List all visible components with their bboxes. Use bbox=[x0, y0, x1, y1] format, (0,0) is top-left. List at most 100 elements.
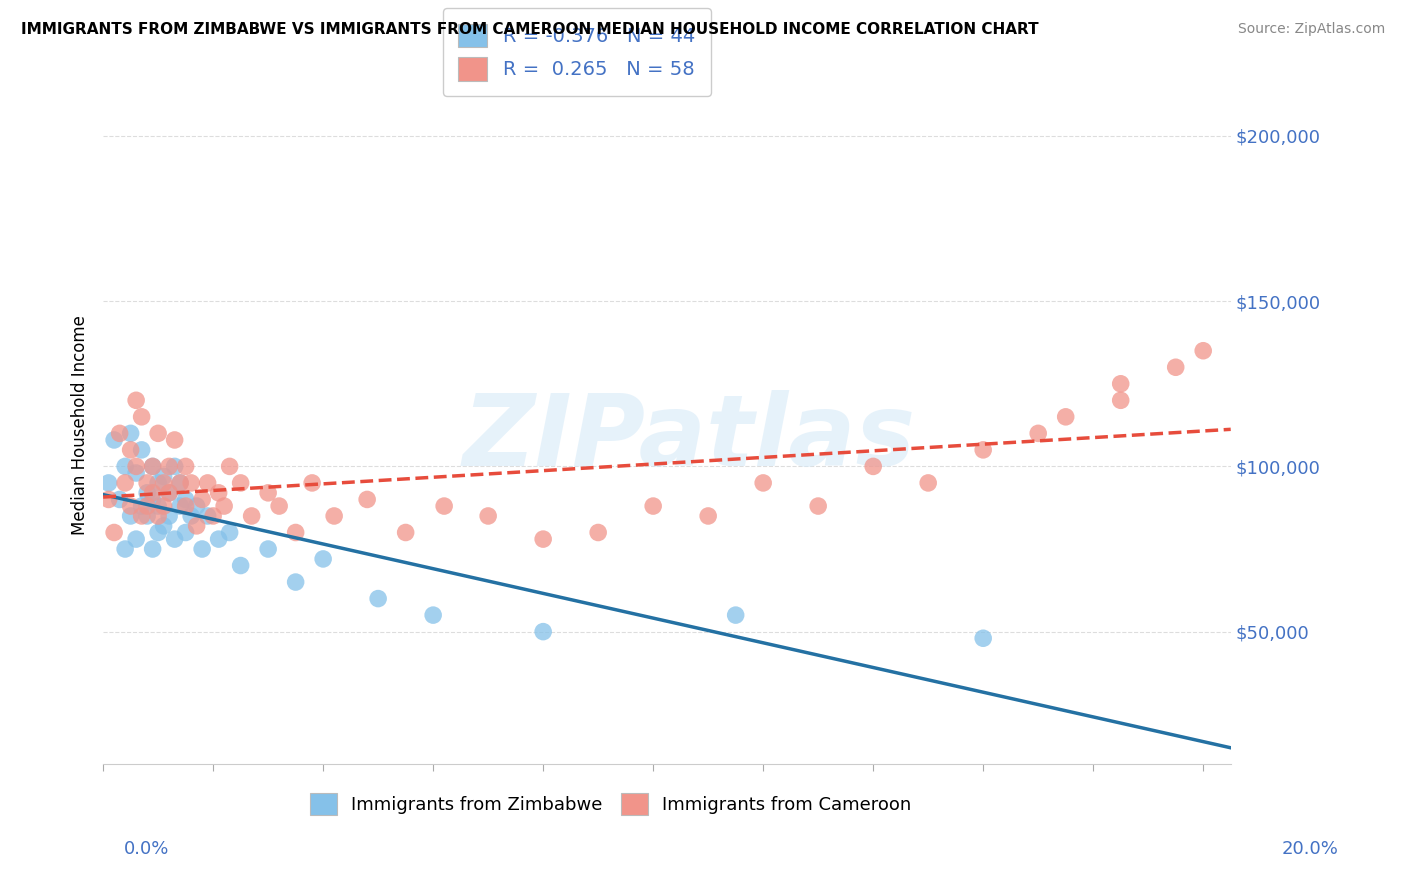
Point bbox=[125, 393, 148, 408]
Point bbox=[125, 466, 148, 480]
Point bbox=[103, 433, 125, 447]
Point bbox=[152, 499, 174, 513]
Point bbox=[356, 492, 378, 507]
Point bbox=[212, 499, 235, 513]
Point bbox=[146, 475, 169, 490]
Point bbox=[108, 492, 131, 507]
Point bbox=[169, 499, 191, 513]
Point bbox=[174, 499, 197, 513]
Point bbox=[114, 541, 136, 556]
Point bbox=[157, 486, 180, 500]
Point bbox=[197, 508, 219, 523]
Point bbox=[157, 486, 180, 500]
Point bbox=[218, 459, 240, 474]
Point bbox=[643, 499, 665, 513]
Point bbox=[1109, 393, 1132, 408]
Point bbox=[422, 608, 444, 623]
Point bbox=[146, 525, 169, 540]
Point bbox=[142, 459, 165, 474]
Point bbox=[323, 508, 346, 523]
Point bbox=[1164, 360, 1187, 375]
Point bbox=[752, 475, 775, 490]
Point bbox=[208, 532, 231, 546]
Point bbox=[146, 426, 169, 441]
Point bbox=[136, 475, 159, 490]
Point bbox=[257, 541, 280, 556]
Point bbox=[208, 486, 231, 500]
Point bbox=[125, 532, 148, 546]
Point bbox=[284, 525, 307, 540]
Point bbox=[218, 525, 240, 540]
Point bbox=[257, 486, 280, 500]
Point bbox=[136, 486, 159, 500]
Point bbox=[120, 442, 142, 457]
Point bbox=[114, 475, 136, 490]
Point bbox=[395, 525, 418, 540]
Point bbox=[917, 475, 939, 490]
Point bbox=[433, 499, 456, 513]
Point bbox=[114, 459, 136, 474]
Point bbox=[120, 508, 142, 523]
Point bbox=[972, 632, 994, 646]
Point bbox=[142, 492, 165, 507]
Point bbox=[477, 508, 499, 523]
Point bbox=[169, 475, 191, 490]
Point bbox=[312, 552, 335, 566]
Point bbox=[120, 499, 142, 513]
Point bbox=[152, 469, 174, 483]
Point bbox=[180, 475, 202, 490]
Point bbox=[697, 508, 720, 523]
Point bbox=[174, 492, 197, 507]
Point bbox=[191, 541, 214, 556]
Point bbox=[142, 486, 165, 500]
Point bbox=[202, 508, 225, 523]
Point bbox=[284, 575, 307, 590]
Point bbox=[807, 499, 830, 513]
Point bbox=[131, 508, 153, 523]
Point bbox=[240, 508, 263, 523]
Point bbox=[229, 475, 252, 490]
Point bbox=[1054, 409, 1077, 424]
Point bbox=[163, 532, 186, 546]
Point bbox=[269, 499, 291, 513]
Point bbox=[191, 492, 214, 507]
Text: ZIPatlas: ZIPatlas bbox=[463, 390, 917, 487]
Point bbox=[1109, 376, 1132, 391]
Point bbox=[301, 475, 323, 490]
Point bbox=[146, 499, 169, 513]
Point bbox=[163, 433, 186, 447]
Point bbox=[131, 409, 153, 424]
Point bbox=[1192, 343, 1215, 358]
Point bbox=[174, 525, 197, 540]
Point bbox=[157, 459, 180, 474]
Point bbox=[120, 426, 142, 441]
Point bbox=[131, 499, 153, 513]
Point bbox=[163, 459, 186, 474]
Point bbox=[152, 519, 174, 533]
Point bbox=[97, 492, 120, 507]
Y-axis label: Median Household Income: Median Household Income bbox=[72, 315, 89, 535]
Point bbox=[136, 508, 159, 523]
Point bbox=[108, 426, 131, 441]
Point bbox=[862, 459, 884, 474]
Point bbox=[180, 508, 202, 523]
Point bbox=[531, 624, 554, 639]
Point bbox=[146, 508, 169, 523]
Point bbox=[152, 475, 174, 490]
Text: IMMIGRANTS FROM ZIMBABWE VS IMMIGRANTS FROM CAMEROON MEDIAN HOUSEHOLD INCOME COR: IMMIGRANTS FROM ZIMBABWE VS IMMIGRANTS F… bbox=[21, 22, 1039, 37]
Point bbox=[157, 508, 180, 523]
Point bbox=[142, 541, 165, 556]
Point bbox=[142, 459, 165, 474]
Point bbox=[97, 475, 120, 490]
Point bbox=[186, 519, 208, 533]
Point bbox=[1026, 426, 1049, 441]
Text: 20.0%: 20.0% bbox=[1282, 840, 1339, 858]
Point bbox=[125, 459, 148, 474]
Point bbox=[367, 591, 389, 606]
Point bbox=[131, 442, 153, 457]
Point bbox=[724, 608, 747, 623]
Point bbox=[531, 532, 554, 546]
Point bbox=[186, 499, 208, 513]
Point bbox=[586, 525, 609, 540]
Point bbox=[169, 475, 191, 490]
